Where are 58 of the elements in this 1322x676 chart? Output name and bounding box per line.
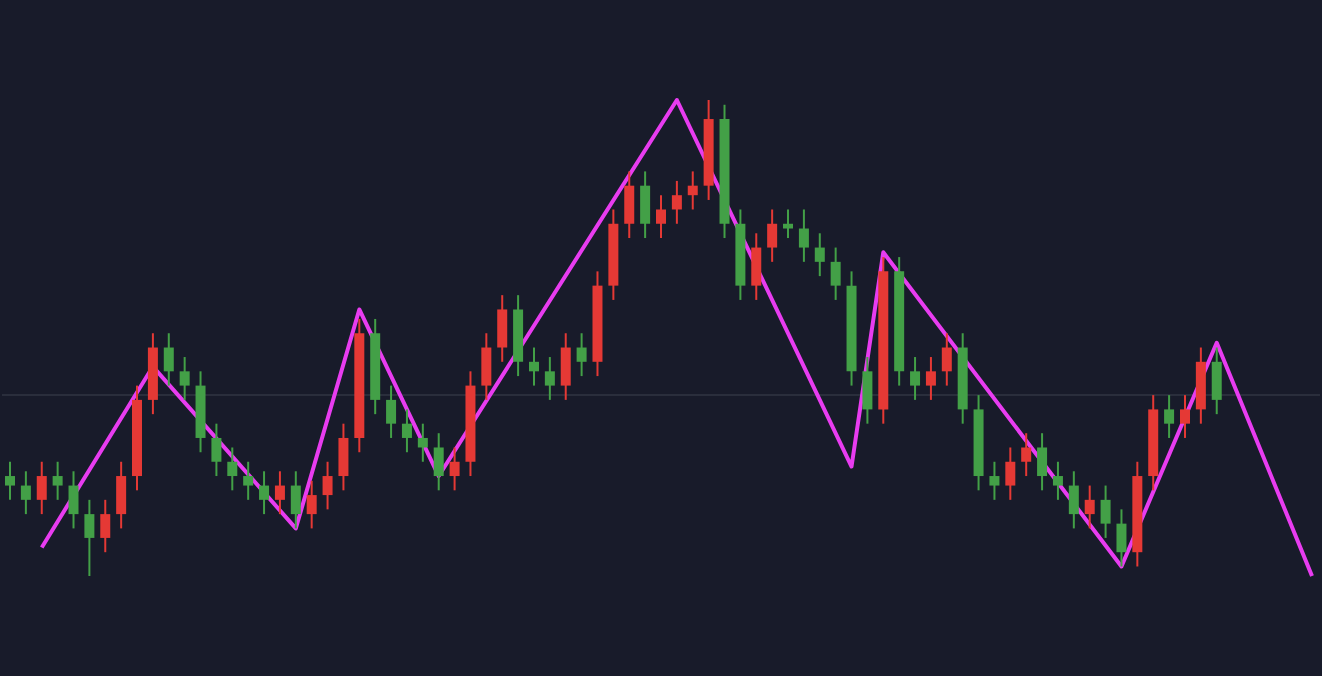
candlestick: [783, 208, 794, 240]
candlestick: [227, 446, 238, 492]
candlestick: [1211, 346, 1222, 416]
candlestick: [116, 460, 127, 530]
candlestick: [671, 179, 682, 225]
candlestick: [544, 356, 555, 401]
candlestick: [576, 332, 587, 378]
candlestick: [1116, 508, 1127, 568]
candlestick: [211, 422, 222, 478]
candlestick: [259, 470, 270, 516]
candlestick: [910, 356, 921, 401]
candlestick: [1037, 432, 1048, 492]
candlestick: [814, 232, 825, 278]
candlestick: [1084, 484, 1095, 530]
candlestick: [624, 170, 635, 240]
candlestick: [1021, 432, 1032, 478]
candlestick: [656, 194, 666, 240]
candlestick: [243, 460, 254, 501]
candlestick: [1005, 446, 1016, 501]
candlestick: [290, 470, 301, 530]
candlestick: [640, 170, 651, 240]
candlestick: [449, 446, 460, 492]
candlestick: [989, 460, 1000, 501]
candlestick: [560, 332, 571, 401]
candlestick: [528, 346, 539, 387]
candlestick: [1052, 460, 1063, 501]
candlestick: [830, 246, 841, 301]
candlestick: [798, 208, 809, 263]
candlestick: [1179, 394, 1190, 439]
candlestick: [68, 470, 79, 530]
candlestick: [322, 460, 333, 511]
candlestick: [481, 332, 492, 401]
candlestick: [1164, 394, 1175, 439]
candlestick: [941, 332, 952, 387]
candlestick: [1195, 346, 1206, 425]
candlestick: [36, 460, 47, 516]
candlestick: [862, 356, 873, 425]
candlestick: [417, 422, 428, 463]
candlestick: [497, 294, 508, 363]
candlestick: [20, 470, 31, 516]
candlestick: [100, 498, 111, 554]
candlestick: [84, 498, 95, 577]
candlestick: [767, 208, 778, 263]
candlestick: [386, 384, 397, 439]
candlestick: [401, 408, 412, 454]
candlestick: [433, 432, 444, 492]
candlestick: [306, 479, 317, 530]
candlestick: [274, 470, 285, 516]
candlestick: [338, 422, 349, 492]
candlestick: [687, 170, 698, 211]
candlestick: [179, 356, 190, 401]
candlestick: [925, 356, 936, 401]
candlestick: [5, 460, 15, 501]
candlestick: [1068, 470, 1079, 530]
candlestick: [751, 232, 762, 301]
candlestick: [52, 460, 63, 501]
candlestick: [1100, 484, 1111, 539]
candlestick: [163, 332, 174, 387]
